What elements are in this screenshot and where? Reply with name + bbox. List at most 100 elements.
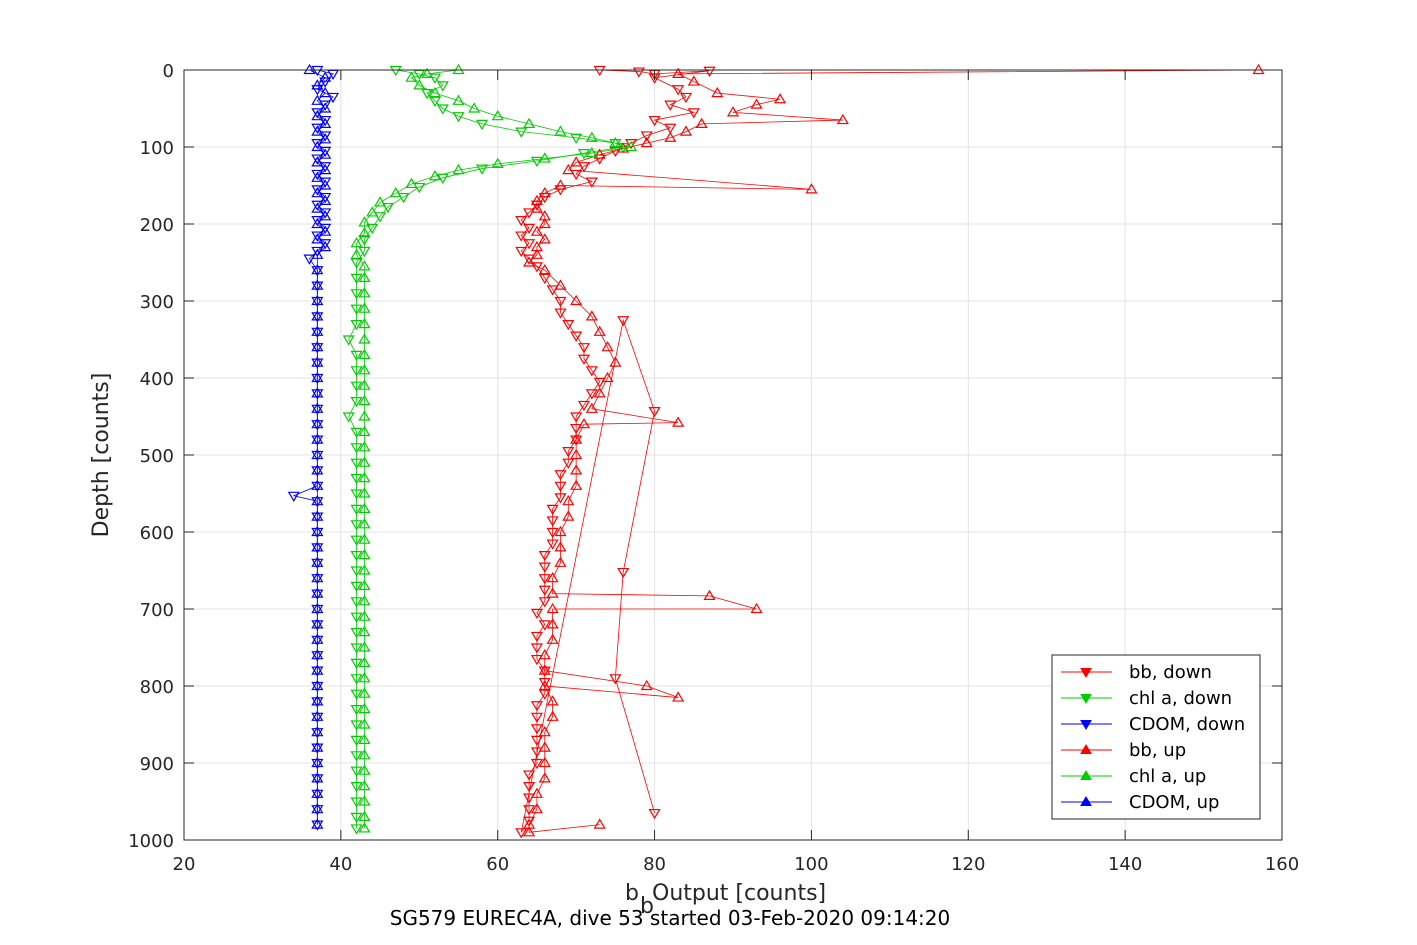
legend-label: chl a, down (1129, 688, 1232, 709)
data-point (617, 567, 630, 579)
data-point (311, 110, 324, 121)
data-point (319, 162, 332, 173)
data-point (538, 689, 551, 700)
series-cdom-up (303, 63, 332, 829)
data-point (319, 133, 332, 144)
x-tick-label: 60 (486, 854, 509, 875)
data-point (311, 525, 324, 537)
data-point (358, 379, 371, 390)
data-point (358, 235, 371, 246)
data-point (609, 136, 622, 148)
data-point (523, 781, 536, 793)
data-point (664, 131, 677, 142)
data-point (319, 192, 332, 204)
data-point (350, 751, 363, 762)
data-point (805, 183, 818, 194)
y-tick-label: 700 (140, 600, 174, 621)
data-point (311, 248, 324, 259)
data-point (358, 764, 371, 775)
data-point (640, 136, 653, 148)
data-point (546, 572, 559, 583)
data-point (311, 464, 324, 475)
data-point (570, 331, 583, 342)
data-point (530, 225, 543, 236)
data-point (311, 187, 324, 198)
data-point (358, 533, 371, 544)
data-point (311, 479, 324, 490)
data-point (436, 104, 449, 115)
data-point (311, 169, 324, 181)
data-point (672, 85, 685, 96)
data-point (350, 566, 363, 577)
x-tick-label: 80 (643, 854, 666, 875)
data-point (311, 156, 324, 167)
data-point (350, 550, 363, 562)
data-point (319, 208, 332, 219)
data-point (585, 389, 598, 400)
y-tick-label: 0 (163, 61, 174, 82)
y-tick-label: 1000 (128, 831, 174, 852)
data-point (303, 254, 316, 265)
data-point (358, 260, 371, 271)
data-point (358, 822, 371, 833)
data-point (538, 664, 551, 675)
data-point (523, 793, 536, 804)
x-tick-label: 140 (1108, 854, 1142, 875)
data-point (530, 608, 543, 620)
data-point (311, 139, 324, 150)
data-point (319, 86, 332, 98)
data-point (319, 223, 332, 235)
data-point (311, 356, 324, 367)
y-tick-label: 600 (140, 523, 174, 544)
data-point (311, 433, 324, 444)
data-point (311, 556, 324, 567)
data-point (358, 302, 371, 313)
legend-marker (1080, 770, 1092, 780)
data-point (350, 520, 363, 531)
data-point (350, 674, 363, 685)
data-point (350, 397, 363, 408)
data-point (311, 279, 324, 290)
data-point (570, 423, 583, 435)
data-point (350, 304, 363, 315)
data-point (311, 787, 324, 798)
data-point (358, 810, 371, 822)
series-line (309, 69, 326, 825)
data-point (672, 416, 685, 427)
data-point (358, 625, 371, 637)
data-point (311, 495, 324, 506)
data-point (554, 470, 567, 481)
data-point (570, 156, 583, 167)
data-point (515, 246, 528, 258)
data-point (538, 678, 551, 689)
data-point (530, 758, 543, 770)
data-point (530, 787, 543, 798)
data-point (703, 66, 716, 77)
data-point (1252, 63, 1265, 75)
data-point (350, 704, 363, 716)
legend-label: CDOM, down (1129, 714, 1245, 735)
data-point (319, 131, 332, 142)
data-point (664, 100, 677, 111)
data-point (350, 581, 363, 593)
data-point (342, 412, 355, 423)
legend-item: bb, up (1061, 740, 1186, 761)
data-point (311, 602, 324, 614)
data-point (538, 679, 551, 691)
legend-marker (1080, 744, 1092, 754)
data-point (311, 818, 324, 829)
x-tick-label: 120 (951, 854, 985, 875)
data-point (350, 535, 363, 546)
data-point (750, 602, 763, 614)
data-point (350, 824, 363, 835)
data-point (538, 187, 551, 198)
data-point (523, 826, 536, 837)
data-point (358, 227, 371, 238)
data-point (538, 152, 551, 163)
data-point (632, 67, 645, 78)
data-point (593, 65, 606, 77)
x-tick-label: 160 (1265, 854, 1299, 875)
data-point (421, 67, 434, 78)
data-point (538, 217, 551, 229)
data-point (570, 464, 583, 475)
